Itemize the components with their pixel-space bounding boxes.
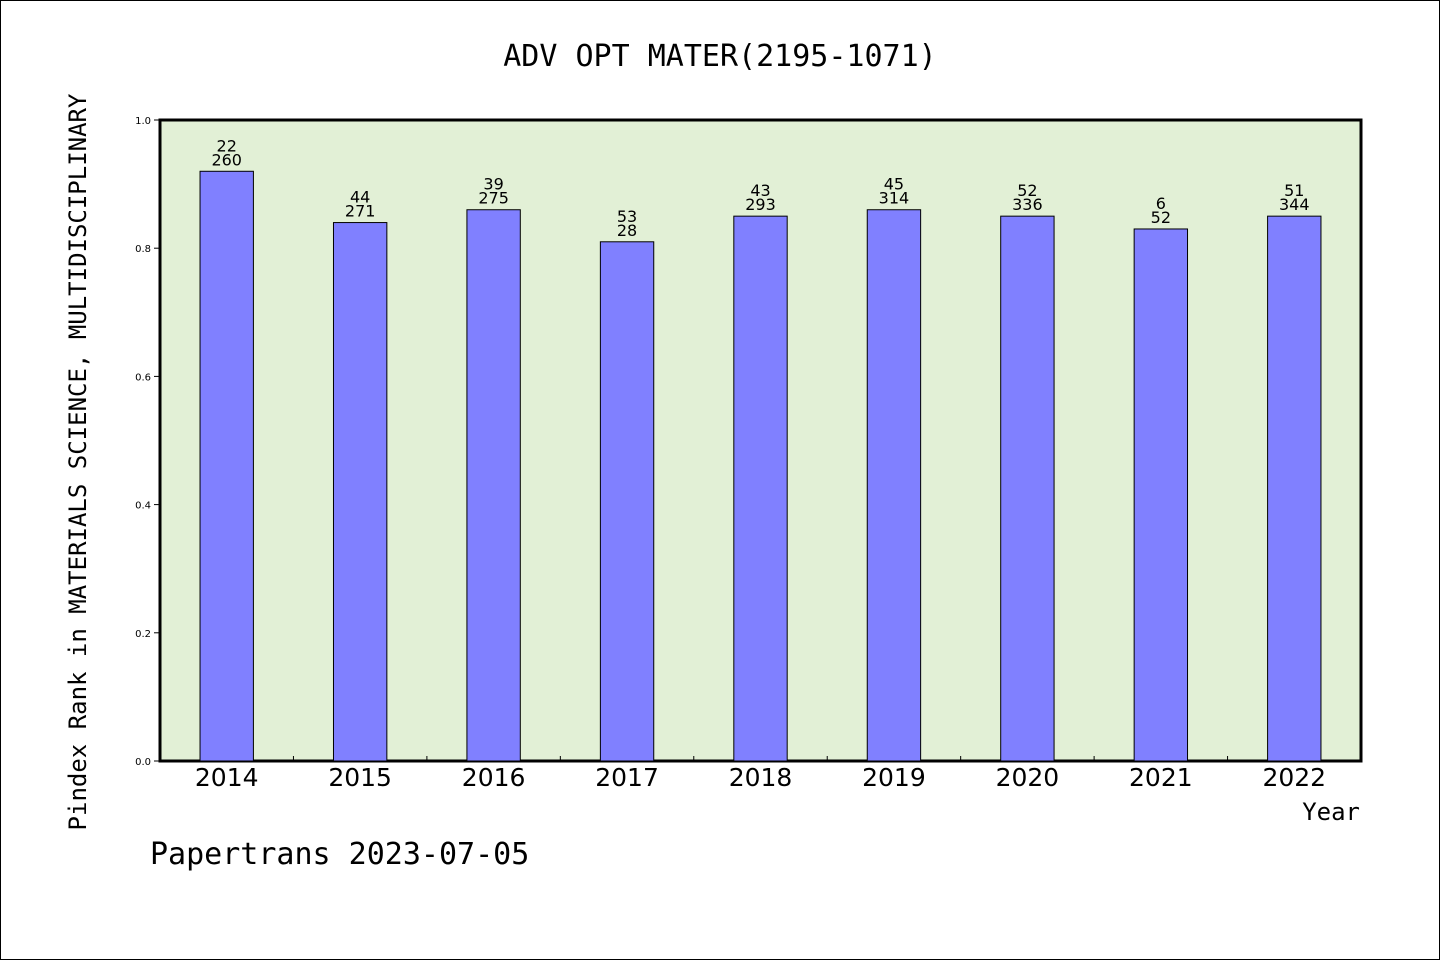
total-label-2021: 52 — [1151, 208, 1171, 227]
y-axis: 0.0 0.2 0.4 0.6 0.8 1.0 — [135, 116, 160, 768]
y-tick-label: 0.4 — [135, 501, 151, 512]
total-label-2017: 28 — [617, 221, 637, 240]
y-tick-label: 0.6 — [135, 372, 151, 383]
bar-2021 — [1133, 228, 1189, 762]
x-tick-label-2019: 2019 — [862, 763, 926, 792]
x-tick-label-2020: 2020 — [996, 763, 1060, 792]
x-tick-label-2016: 2016 — [462, 763, 526, 792]
bar-2018 — [733, 215, 788, 762]
total-label-2016: 275 — [478, 189, 509, 208]
total-label-2018: 293 — [745, 195, 776, 214]
y-axis-label: Pindex Rank in MATERIALS SCIENCE, MULTID… — [64, 93, 92, 830]
y-tick-label: 1.0 — [135, 116, 151, 127]
bar-2022 — [1267, 215, 1322, 762]
bar-2015 — [332, 222, 388, 762]
total-label-2014: 260 — [211, 150, 242, 169]
x-tick-label-2021: 2021 — [1129, 763, 1193, 792]
rank-label-2016: 39 — [483, 175, 503, 194]
rank-label-2018: 43 — [750, 181, 770, 200]
x-tick-label-2018: 2018 — [729, 763, 793, 792]
y-tick-label: 0.2 — [135, 629, 151, 640]
rank-label-2019: 45 — [884, 175, 904, 194]
bars-group — [199, 170, 1322, 762]
bar-2014 — [199, 170, 254, 762]
rank-label-2015: 44 — [350, 188, 370, 207]
rank-label-2021: 6 — [1156, 194, 1166, 213]
rank-label-2020: 52 — [1017, 181, 1037, 200]
bar-2019 — [866, 209, 922, 762]
x-tick-label-2022: 2022 — [1262, 763, 1326, 792]
total-label-2019: 314 — [879, 189, 910, 208]
rank-label-2017: 53 — [617, 207, 637, 226]
x-axis: 2014 2015 2016 2017 2018 2019 2020 2021 2022 — [195, 756, 1326, 792]
rank-label-2022: 51 — [1284, 181, 1304, 200]
total-label-2015: 271 — [345, 202, 376, 221]
bar-2017 — [599, 241, 655, 762]
x-axis-label: Year — [1302, 798, 1360, 826]
bar-2016 — [466, 209, 521, 762]
x-tick-label-2015: 2015 — [328, 763, 392, 792]
bar-2020 — [1000, 215, 1055, 762]
total-label-2020: 336 — [1012, 195, 1043, 214]
x-tick-label-2014: 2014 — [195, 763, 259, 792]
x-tick-label-2017: 2017 — [595, 763, 659, 792]
footer-credit: Papertrans 2023-07-05 — [150, 837, 529, 872]
y-tick-label: 0.8 — [135, 244, 151, 255]
total-label-2022: 344 — [1279, 195, 1310, 214]
rank-label-2014: 22 — [217, 136, 237, 155]
y-tick-label: 0.0 — [135, 757, 151, 768]
chart-title: ADV OPT MATER(2195-1071) — [503, 39, 936, 74]
